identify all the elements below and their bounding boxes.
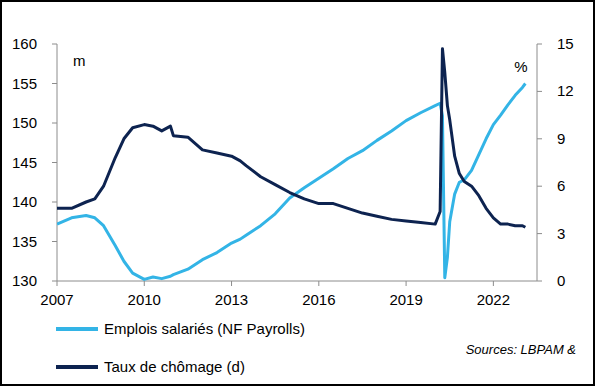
chart: 2007201020132016201920221301351401451501… [0, 0, 595, 386]
y-tick [52, 241, 57, 242]
y2-tick [537, 186, 542, 187]
y-tick [52, 281, 57, 282]
y-tick-label: 140 [12, 193, 37, 210]
y2-tick [537, 233, 542, 234]
y2-tick-label: 0 [557, 272, 565, 289]
series-group [57, 49, 525, 280]
y2-tick [537, 281, 542, 282]
y2-tick [537, 91, 542, 92]
legend-label: Emplois salariés (NF Payrolls) [104, 320, 305, 337]
x-axis-line [57, 281, 537, 282]
y-tick [52, 44, 57, 45]
x-tick [318, 281, 319, 286]
y-unit: m [73, 52, 86, 69]
source: Sources: LBPAM & [466, 342, 576, 357]
y-tick-label: 155 [12, 75, 37, 92]
legend-label: Taux de chômage (d) [104, 358, 245, 375]
legend-swatch [56, 365, 98, 369]
y-tick-label: 130 [12, 272, 37, 289]
x-tick [57, 281, 58, 286]
x-tick [493, 281, 494, 286]
x-tick-label: 2019 [389, 291, 422, 308]
y-tick-label: 145 [12, 154, 37, 171]
y2-axis-line [537, 44, 538, 281]
y-tick-label: 160 [12, 35, 37, 52]
series-line [57, 84, 525, 280]
y-tick [52, 202, 57, 203]
y2-tick-label: 3 [557, 225, 565, 242]
series-line [57, 49, 525, 228]
x-tick-label: 2022 [477, 291, 510, 308]
y2-tick-label: 6 [557, 177, 565, 194]
y2-tick-label: 9 [557, 130, 565, 147]
y2-tick [537, 138, 542, 139]
x-tick [144, 281, 145, 286]
x-tick-label: 2013 [215, 291, 248, 308]
y-tick-label: 135 [12, 233, 37, 250]
y-tick [52, 83, 57, 84]
y2-unit: % [514, 58, 527, 75]
y-tick-label: 150 [12, 114, 37, 131]
x-tick-label: 2016 [302, 291, 335, 308]
x-tick-label: 2007 [40, 291, 73, 308]
frame [1, 1, 594, 385]
y2-tick [537, 44, 542, 45]
x-tick-label: 2010 [128, 291, 161, 308]
y2-tick-label: 15 [557, 35, 574, 52]
legend-swatch [56, 327, 98, 331]
x-tick [406, 281, 407, 286]
y-tick [52, 123, 57, 124]
y-tick [52, 162, 57, 163]
x-tick [231, 281, 232, 286]
y2-tick-label: 12 [557, 82, 574, 99]
